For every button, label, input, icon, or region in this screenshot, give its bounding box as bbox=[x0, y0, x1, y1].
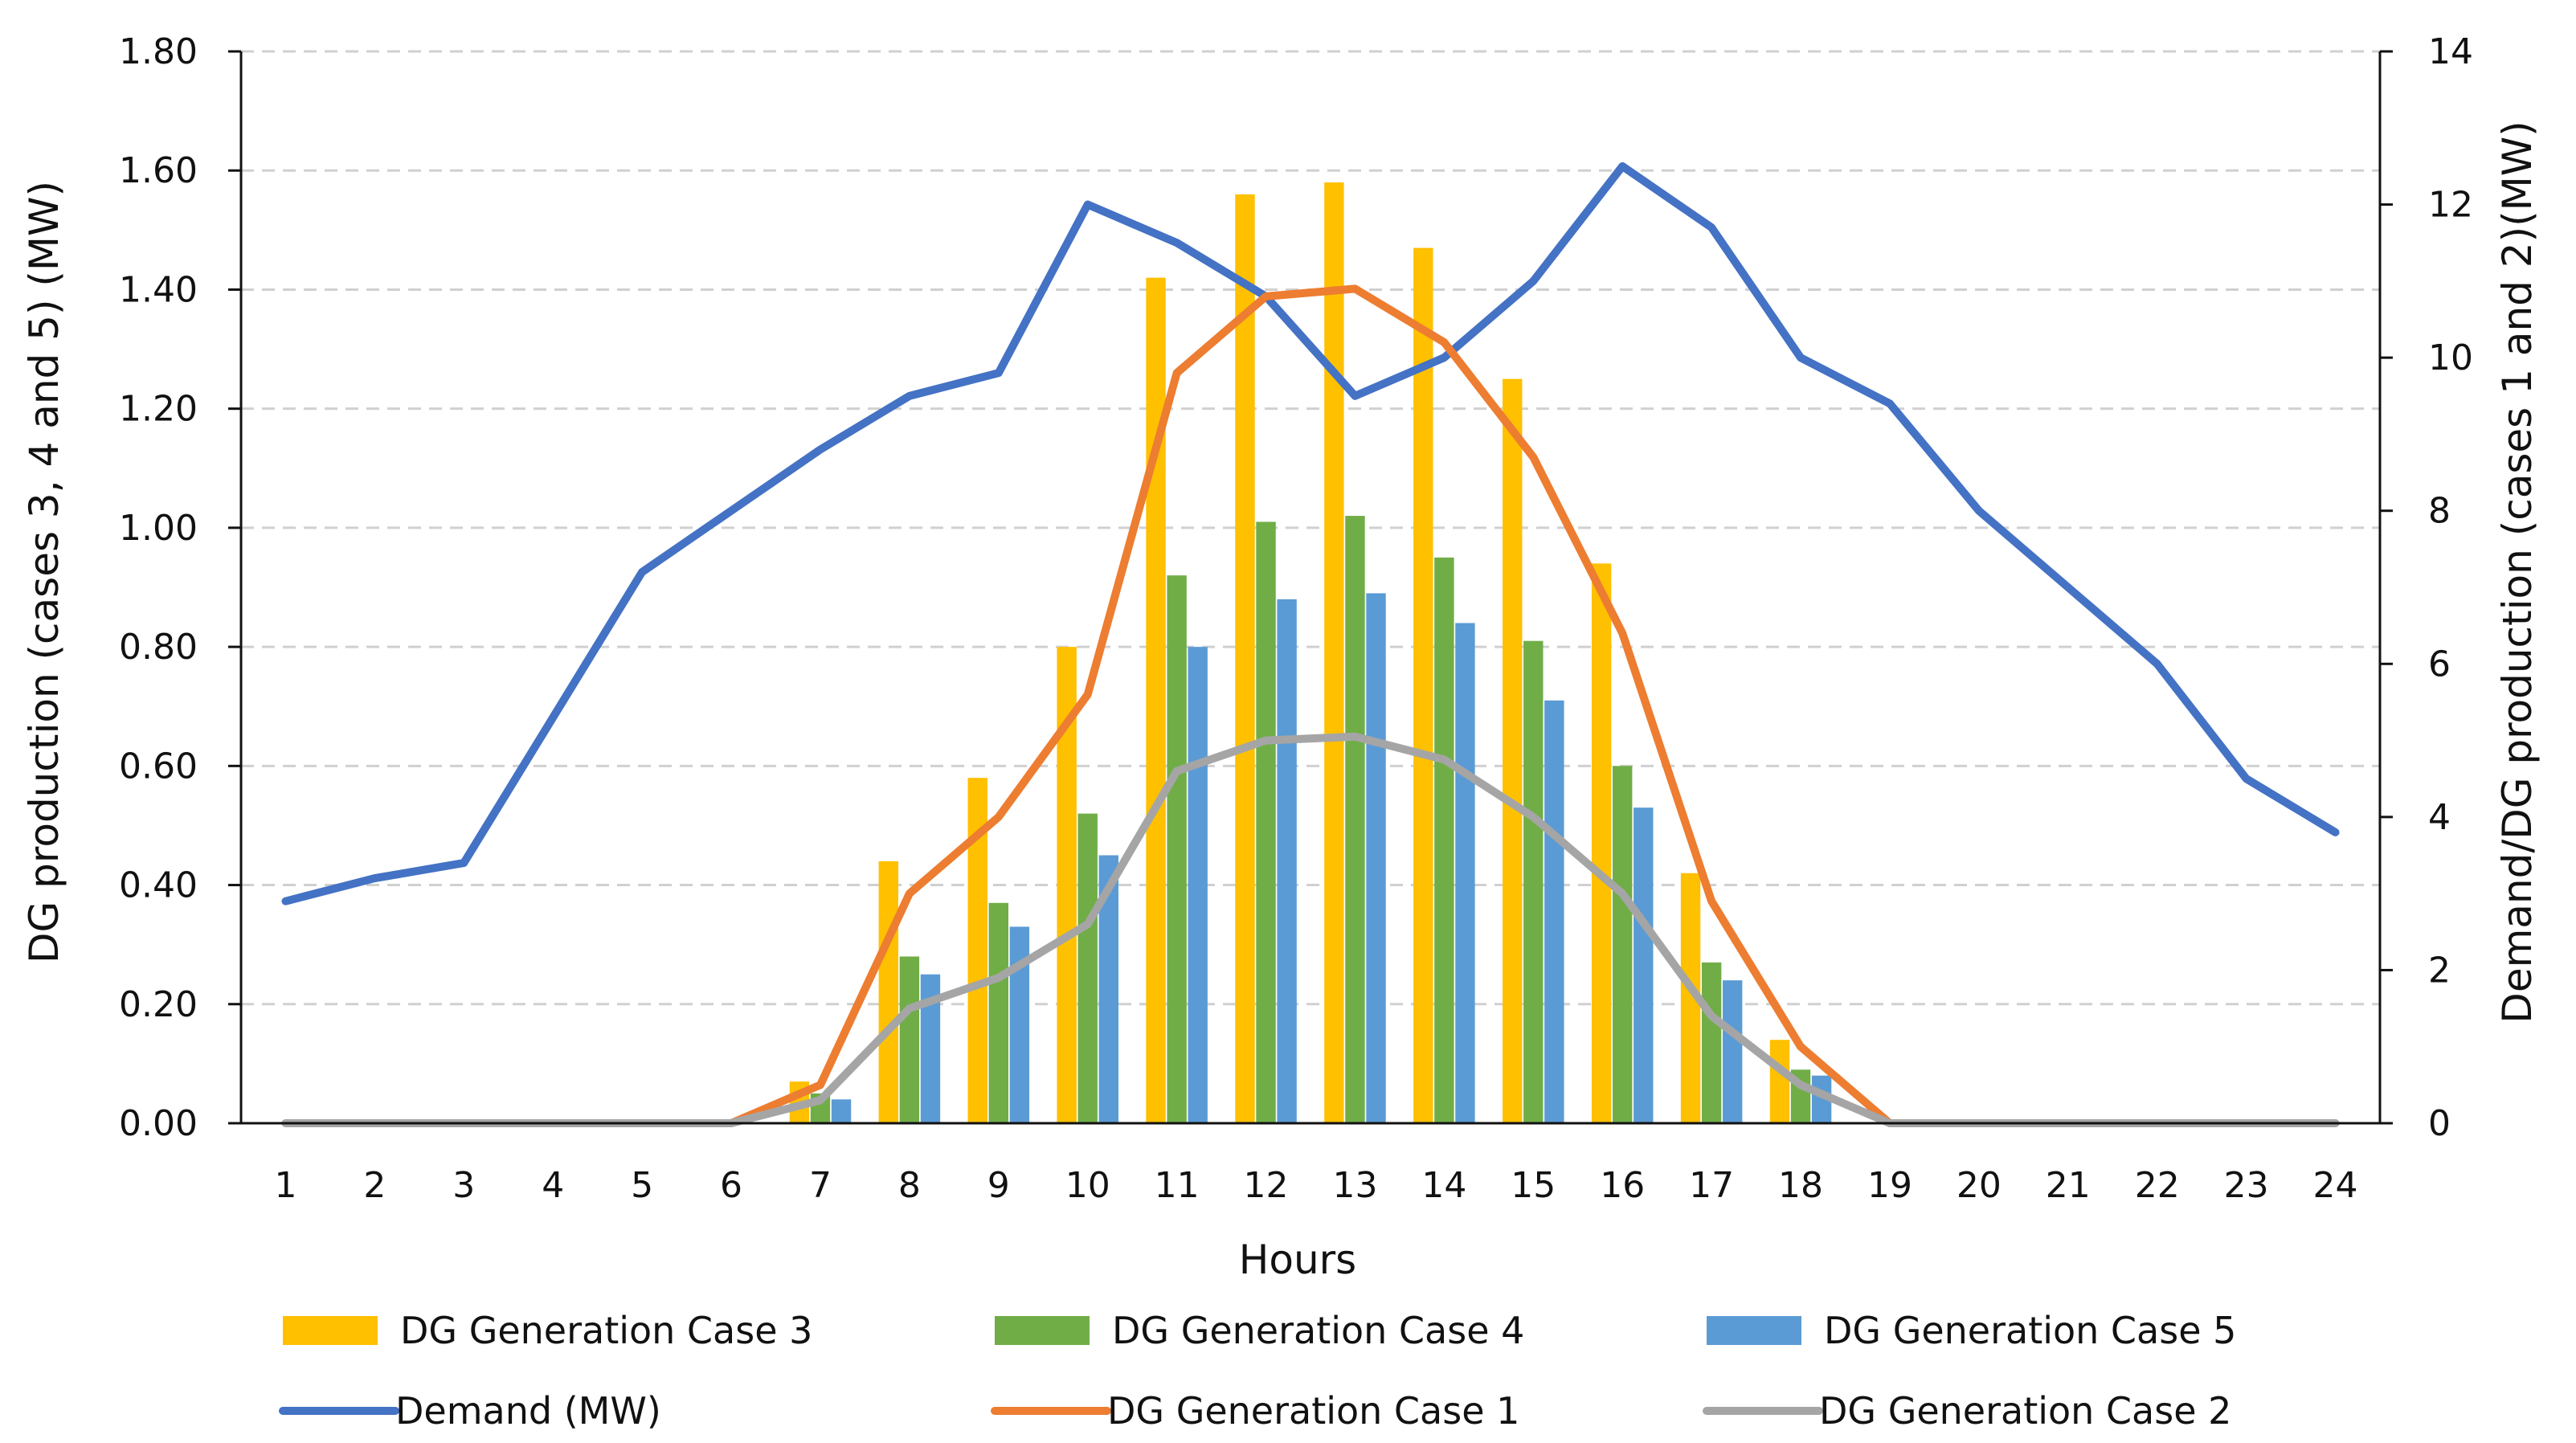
legend-label: Demand (MW) bbox=[395, 1389, 661, 1433]
bar-dg-generation-case-4 bbox=[988, 902, 1008, 1123]
x-tick-label: 24 bbox=[2313, 1165, 2358, 1206]
x-tick-label: 16 bbox=[1600, 1165, 1645, 1206]
bar-dg-generation-case-5 bbox=[1009, 926, 1030, 1123]
line-series-group bbox=[281, 161, 2340, 1127]
bar-dg-generation-case-4 bbox=[1613, 766, 1633, 1123]
bar-dg-generation-case-5 bbox=[831, 1099, 852, 1123]
x-tick-label: 1 bbox=[274, 1165, 296, 1206]
bar-dg-generation-case-4 bbox=[1077, 813, 1098, 1123]
x-tick-label: 21 bbox=[2046, 1165, 2091, 1206]
bar-dg-generation-case-3 bbox=[1769, 1040, 1790, 1123]
right-tick-label: 4 bbox=[2428, 797, 2451, 838]
legend-label: DG Generation Case 2 bbox=[1819, 1389, 2231, 1433]
legend: DG Generation Case 3 DG Generation Case 4… bbox=[279, 1309, 2236, 1433]
right-tick-label: 0 bbox=[2428, 1103, 2451, 1144]
x-tick-label: 22 bbox=[2135, 1165, 2180, 1206]
bar-dg-generation-case-3 bbox=[1146, 277, 1166, 1124]
bar-dg-generation-case-5 bbox=[1366, 593, 1386, 1123]
right-tick-label: 10 bbox=[2428, 337, 2473, 378]
x-tick-label: 18 bbox=[1778, 1165, 1823, 1206]
bar-dg-generation-case-3 bbox=[1591, 563, 1612, 1123]
left-tick-label: 0.40 bbox=[119, 865, 198, 906]
left-y-axis-title: DG production (cases 3, 4 and 5) (MW) bbox=[21, 181, 67, 963]
x-tick-label: 10 bbox=[1065, 1165, 1110, 1206]
left-tick-label: 0.80 bbox=[119, 627, 198, 668]
bar-dg-generation-case-5 bbox=[1544, 700, 1564, 1123]
x-tick-label: 12 bbox=[1244, 1165, 1289, 1206]
bar-dg-generation-case-4 bbox=[1523, 640, 1544, 1123]
bar-dg-generation-case-3 bbox=[1413, 247, 1433, 1124]
x-tick-label: 11 bbox=[1155, 1165, 1200, 1206]
x-tick-label: 14 bbox=[1421, 1165, 1466, 1206]
legend-swatch bbox=[1707, 1316, 1801, 1345]
x-tick-label: 5 bbox=[631, 1165, 653, 1206]
line-demand-mw- bbox=[281, 161, 2340, 905]
left-tick-label: 0.60 bbox=[119, 746, 198, 787]
x-tick-label: 4 bbox=[542, 1165, 564, 1206]
bar-dg-generation-case-3 bbox=[878, 860, 899, 1123]
line-dg-generation-case-2 bbox=[281, 732, 2340, 1127]
bar-dg-generation-case-5 bbox=[1277, 599, 1297, 1123]
left-tick-label: 0.00 bbox=[119, 1103, 198, 1144]
right-tick-label: 8 bbox=[2428, 491, 2451, 532]
legend-swatch bbox=[283, 1316, 378, 1345]
gridlines bbox=[241, 50, 2380, 1006]
right-tick-label: 2 bbox=[2428, 950, 2451, 991]
left-tick-label: 1.00 bbox=[119, 508, 198, 549]
x-tick-label: 23 bbox=[2224, 1165, 2269, 1206]
bar-dg-generation-case-5 bbox=[1634, 807, 1654, 1123]
legend-label: DG Generation Case 5 bbox=[1824, 1309, 2236, 1352]
bar-dg-generation-case-5 bbox=[1455, 623, 1475, 1123]
x-tick-label: 9 bbox=[987, 1165, 1010, 1206]
x-tick-label: 8 bbox=[898, 1165, 921, 1206]
bar-dg-generation-case-4 bbox=[1701, 962, 1722, 1123]
bar-dg-generation-case-4 bbox=[1434, 557, 1454, 1123]
x-tick-label: 19 bbox=[1867, 1165, 1912, 1206]
line-dg-generation-case-1 bbox=[281, 284, 2340, 1127]
bar-dg-generation-case-4 bbox=[1345, 516, 1365, 1123]
bar-dg-generation-case-3 bbox=[1324, 182, 1344, 1124]
bar-dg-generation-case-5 bbox=[1188, 647, 1208, 1123]
legend-swatch bbox=[995, 1316, 1090, 1345]
bar-dg-generation-case-4 bbox=[1256, 521, 1276, 1123]
x-tick-label: 20 bbox=[1957, 1165, 2002, 1206]
x-axis-title: Hours bbox=[1239, 1237, 1356, 1283]
x-tick-label: 13 bbox=[1332, 1165, 1377, 1206]
bar-dg-generation-case-3 bbox=[1235, 194, 1255, 1123]
legend-label: DG Generation Case 4 bbox=[1112, 1309, 1524, 1352]
left-tick-label: 1.80 bbox=[119, 31, 198, 72]
bar-dg-generation-case-4 bbox=[1167, 575, 1187, 1123]
right-tick-label: 14 bbox=[2428, 31, 2473, 72]
axes bbox=[239, 51, 2382, 1125]
left-tick-label: 1.40 bbox=[119, 269, 198, 310]
x-tick-label: 6 bbox=[720, 1165, 742, 1206]
right-tick-label: 12 bbox=[2428, 185, 2473, 226]
bar-dg-generation-case-5 bbox=[1722, 980, 1743, 1123]
bar-series-group bbox=[789, 182, 1832, 1124]
legend-label: DG Generation Case 3 bbox=[400, 1309, 812, 1352]
right-y-ticks: 0 2 4 6 8 10 12 14 bbox=[2380, 31, 2473, 1144]
bar-dg-generation-case-4 bbox=[899, 956, 920, 1123]
bar-dg-generation-case-3 bbox=[1503, 378, 1523, 1124]
left-y-ticks: 0.00 0.20 0.40 0.60 0.80 1.00 1.20 1.40 1.60 1.80 bbox=[119, 31, 241, 1144]
x-ticks: 1 2 3 4 5 6 7 8 9 10 11 12 13 14 15 16 17 18 19 20 21 22 23 24 bbox=[274, 1165, 2357, 1206]
right-y-axis-title: Demand/DG production (cases 1 and 2)(MW) bbox=[2494, 121, 2541, 1023]
x-tick-label: 2 bbox=[363, 1165, 386, 1206]
x-tick-label: 15 bbox=[1511, 1165, 1556, 1206]
legend-label: DG Generation Case 1 bbox=[1107, 1389, 1519, 1433]
x-tick-label: 17 bbox=[1689, 1165, 1734, 1206]
right-tick-label: 6 bbox=[2428, 644, 2451, 685]
x-tick-label: 3 bbox=[452, 1165, 475, 1206]
x-tick-label: 7 bbox=[809, 1165, 832, 1206]
left-tick-label: 1.60 bbox=[119, 150, 198, 191]
left-tick-label: 0.20 bbox=[119, 984, 198, 1025]
left-tick-label: 1.20 bbox=[119, 389, 198, 430]
